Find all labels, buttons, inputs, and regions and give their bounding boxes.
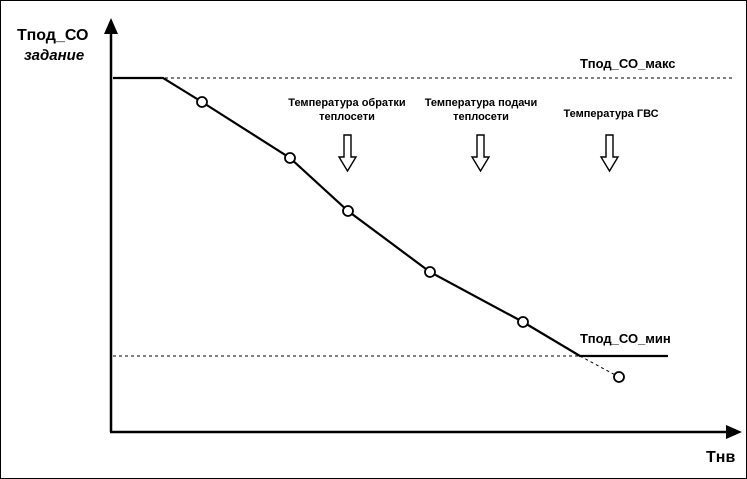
curve-point	[517, 316, 529, 328]
down-arrow-icon	[599, 134, 620, 173]
curve-point	[284, 152, 296, 164]
curve-point	[424, 266, 436, 278]
extrapolation-dashed-line	[579, 355, 620, 378]
down-arrow-icon	[337, 134, 358, 173]
supply-temperature-label-line2: теплосети	[453, 111, 509, 123]
y-axis-title: Тпод_СО	[17, 27, 88, 44]
x-axis-title: Тнв	[706, 449, 735, 466]
curve-point	[342, 205, 354, 217]
extrapolated-curve-point	[613, 371, 625, 383]
y-axis-arrowhead	[104, 18, 118, 34]
y-axis-subtitle: задание	[24, 47, 84, 64]
dhw-temperature-label: Температура ГВС	[563, 108, 658, 120]
max-limit-label: Тпод_СО_макс	[580, 56, 676, 71]
down-arrow-icon	[470, 134, 491, 173]
min-limit-label: Тпод_СО_мин	[580, 331, 671, 346]
return-temperature-label-line2: теплосети	[319, 111, 375, 123]
x-axis-arrowhead	[726, 425, 742, 439]
return-temperature-label-line1: Температура обратки	[288, 97, 405, 109]
supply-temperature-label-line1: Температура подачи	[425, 97, 538, 109]
curve-point	[196, 96, 208, 108]
